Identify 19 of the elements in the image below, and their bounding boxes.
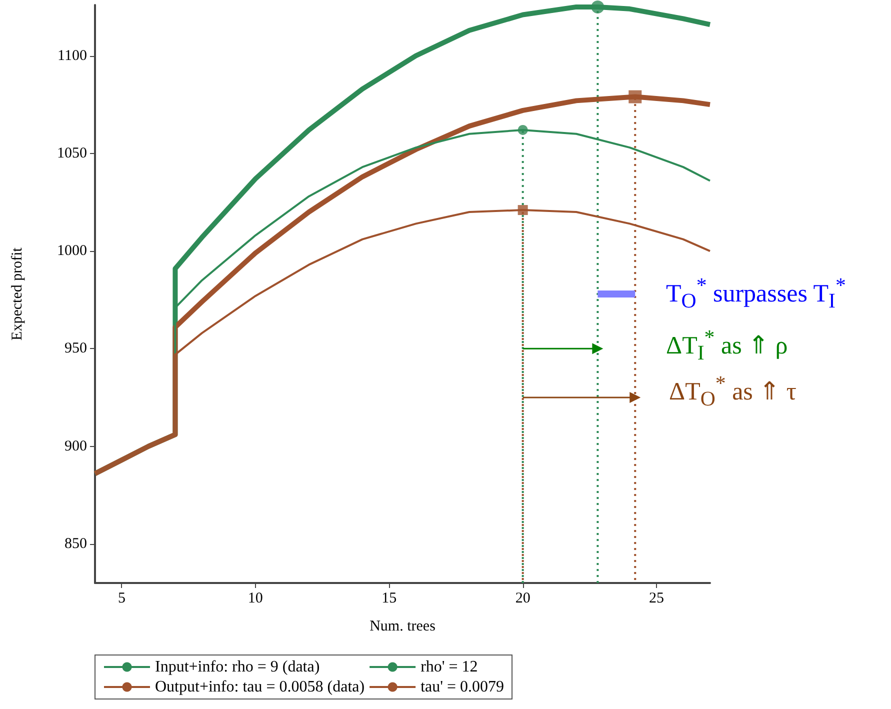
y-tick-label: 1050: [57, 145, 87, 162]
annotation: ΔT$_{I}$$^{*}$ as ⇑ ρ: [666, 324, 788, 364]
y-tick-label: 1000: [57, 243, 87, 260]
y-axis-title: Expected profit: [10, 246, 26, 340]
y-tick-label: 950: [64, 340, 87, 357]
y-tick-label: 850: [64, 536, 87, 552]
x-tick-label: 10: [248, 590, 263, 606]
x-tick-label: 15: [382, 590, 397, 606]
legend-label: rho' = 12: [420, 658, 478, 676]
legend-label: tau' = 0.0079: [420, 678, 504, 696]
y-tick-label: 900: [64, 438, 87, 454]
y-tick-label: 1100: [58, 48, 87, 64]
x-tick-label: 20: [515, 590, 530, 606]
legend-label: Output+info: tau = 0.0058 (data): [155, 678, 365, 696]
annotation: ΔT$_{O}$$^{*}$ as ⇑ τ: [669, 370, 796, 410]
x-tick-label: 25: [649, 590, 664, 606]
x-tick-label: 5: [118, 590, 126, 606]
x-axis-title: Num. trees: [370, 618, 436, 634]
legend-label: Input+info: rho = 9 (data): [155, 658, 320, 676]
